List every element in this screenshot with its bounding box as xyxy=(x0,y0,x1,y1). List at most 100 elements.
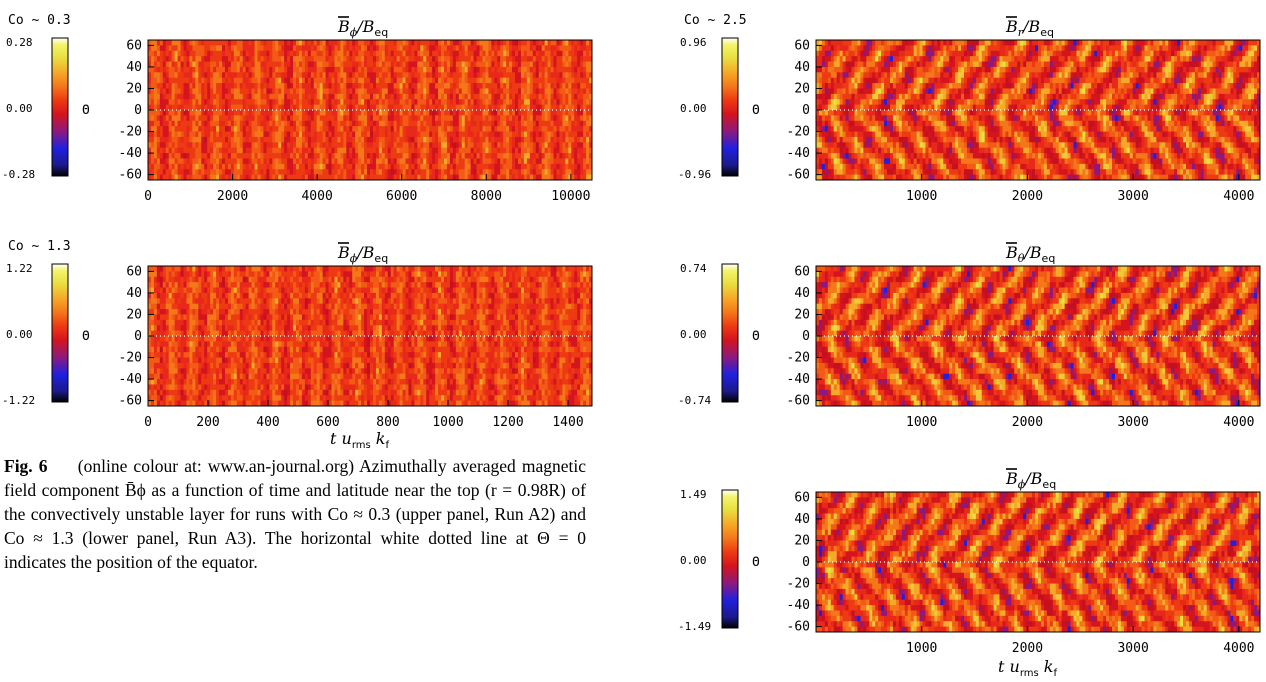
cb-tick-max: 0.96 xyxy=(680,36,707,49)
y-tick-label: 40 xyxy=(794,60,810,75)
y-tick-label: 60 xyxy=(794,38,810,53)
heatmap xyxy=(148,40,593,181)
y-tick-label: 0 xyxy=(802,329,810,344)
heatmap xyxy=(816,266,1261,407)
y-tick-label: 40 xyxy=(126,60,142,75)
x-tick-label: 1000 xyxy=(906,641,937,656)
y-tick-label: -20 xyxy=(119,351,142,366)
y-tick-label: -20 xyxy=(787,125,810,140)
panel-title: Bϕ/Beq xyxy=(337,243,388,265)
y-tick-label: 20 xyxy=(794,81,810,96)
cb-tick-min: -0.28 xyxy=(2,168,35,181)
theta-axis-label: Θ xyxy=(82,329,90,344)
x-tick-label: 6000 xyxy=(386,189,417,204)
theta-axis-label: Θ xyxy=(752,103,760,118)
panel-title: Bϕ/Beq xyxy=(337,17,388,39)
y-tick-label: 0 xyxy=(802,555,810,570)
cb-tick-zero: 0.00 xyxy=(6,328,33,341)
x-tick-label: 800 xyxy=(376,415,399,430)
cb-tick-max: 0.28 xyxy=(6,36,33,49)
heatmap xyxy=(816,40,1261,181)
y-tick-label: -60 xyxy=(787,620,810,635)
co-label: Co ~ 2.5 xyxy=(684,13,747,28)
x-tick-label: 400 xyxy=(256,415,279,430)
y-tick-label: 20 xyxy=(126,81,142,96)
y-tick-label: 20 xyxy=(794,307,810,322)
cb-tick-zero: 0.00 xyxy=(680,102,707,115)
y-tick-label: -20 xyxy=(787,577,810,592)
y-tick-label: -40 xyxy=(119,146,142,161)
cb-tick-max: 1.49 xyxy=(680,488,707,501)
panel-title: Bθ/Beq xyxy=(1005,243,1055,265)
chart-left-top: Co ~ 0.3 0.28 0.00 -0.28 Θ 60 40 20 0 -20 -40… xyxy=(2,13,593,204)
y-tick-label: 20 xyxy=(126,307,142,322)
x-tick-label: 3000 xyxy=(1117,189,1148,204)
y-tick-label: -40 xyxy=(119,372,142,387)
cb-tick-max: 0.74 xyxy=(680,262,707,275)
x-axis-label: t urms kf xyxy=(330,429,390,451)
cb-tick-min: -1.22 xyxy=(2,394,35,407)
heatmap xyxy=(816,492,1261,633)
y-tick-label: -60 xyxy=(119,168,142,183)
x-tick-label: 2000 xyxy=(1012,189,1043,204)
x-tick-label: 4000 xyxy=(1223,415,1254,430)
x-tick-label: 1200 xyxy=(492,415,523,430)
colorbar xyxy=(721,489,739,629)
y-tick-label: 0 xyxy=(134,329,142,344)
cb-tick-min: -1.49 xyxy=(678,620,711,633)
y-tick-label: 60 xyxy=(794,490,810,505)
x-tick-label: 3000 xyxy=(1117,415,1148,430)
x-tick-label: 4000 xyxy=(1223,641,1254,656)
x-tick-label: 1000 xyxy=(906,415,937,430)
chart-right-mid: 0.74 0.00 -0.74 Θ 60 40 20 0 -20 -40 -60 1000 2… xyxy=(678,242,1261,430)
y-tick-label: -60 xyxy=(119,394,142,409)
y-tick-label: -40 xyxy=(787,146,810,161)
figure-caption: Fig. 6 (online colour at: www.an-journal… xyxy=(4,454,586,574)
x-tick-label: 1400 xyxy=(552,415,583,430)
x-tick-label: 10000 xyxy=(551,189,590,204)
colorbar xyxy=(51,263,69,403)
panel-title: Br/Beq xyxy=(1005,17,1054,39)
y-tick-label: 40 xyxy=(126,286,142,301)
y-tick-label: 60 xyxy=(126,38,142,53)
x-tick-label: 2000 xyxy=(217,189,248,204)
x-tick-label: 1000 xyxy=(906,189,937,204)
x-tick-label: 1000 xyxy=(432,415,463,430)
cb-tick-zero: 0.00 xyxy=(680,328,707,341)
colorbar xyxy=(721,37,739,177)
y-tick-label: -20 xyxy=(787,351,810,366)
x-tick-label: 4000 xyxy=(1223,189,1254,204)
theta-axis-label: Θ xyxy=(82,103,90,118)
y-tick-label: -40 xyxy=(787,372,810,387)
x-tick-label: 0 xyxy=(144,415,152,430)
x-tick-label: 2000 xyxy=(1012,641,1043,656)
co-label: Co ~ 0.3 xyxy=(8,13,71,28)
x-tick-label: 200 xyxy=(196,415,219,430)
x-tick-label: 600 xyxy=(316,415,339,430)
chart-left-bottom: Co ~ 1.3 1.22 0.00 -1.22 Θ 6040200-20-40… xyxy=(2,239,593,451)
colorbar xyxy=(721,263,739,403)
cb-tick-min: -0.74 xyxy=(678,394,711,407)
cb-tick-min: -0.96 xyxy=(678,168,711,181)
theta-axis-label: Θ xyxy=(752,555,760,570)
chart-right-bottom: 1.49 0.00 -1.49 Θ 60 40 20 0 -20 -40 -60 1000 2… xyxy=(678,468,1261,679)
y-tick-label: 40 xyxy=(794,512,810,527)
y-tick-label: 0 xyxy=(802,103,810,118)
cb-tick-zero: 0.00 xyxy=(6,102,33,115)
x-axis-label: t urms kf xyxy=(998,657,1058,679)
theta-axis-label: Θ xyxy=(752,329,760,344)
x-tick-label: 2000 xyxy=(1012,415,1043,430)
figure-number: Fig. 6 xyxy=(4,456,48,476)
colorbar xyxy=(51,37,69,177)
y-tick-label: 0 xyxy=(134,103,142,118)
y-tick-label: 60 xyxy=(794,264,810,279)
caption-text: (online colour at: www.an-journal.org) A… xyxy=(4,456,586,572)
cb-tick-max: 1.22 xyxy=(6,262,33,275)
y-tick-label: -40 xyxy=(787,598,810,613)
heatmap xyxy=(148,266,593,407)
co-label: Co ~ 1.3 xyxy=(8,239,71,254)
y-tick-label: 40 xyxy=(794,286,810,301)
chart-right-top: Co ~ 2.5 0.96 0.00 -0.96 Θ 60 40 20 0 -20 -40… xyxy=(678,13,1261,204)
y-tick-label: 60 xyxy=(126,264,142,279)
y-tick-label: 20 xyxy=(794,533,810,548)
